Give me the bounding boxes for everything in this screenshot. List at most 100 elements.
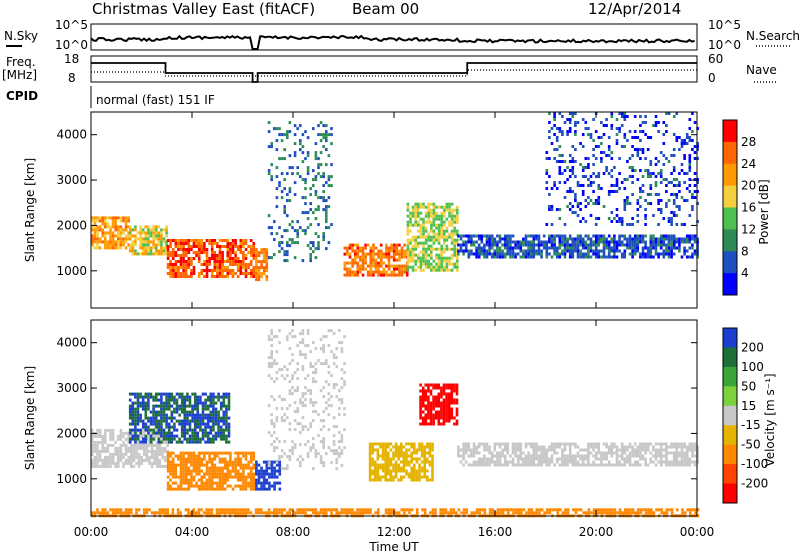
data-cell xyxy=(239,466,243,470)
data-cell xyxy=(187,245,191,248)
data-cell xyxy=(170,425,174,429)
data-cell xyxy=(210,242,214,245)
data-cell xyxy=(183,434,187,438)
data-cell xyxy=(605,451,608,455)
data-cell xyxy=(96,228,99,232)
data-cell xyxy=(122,511,125,515)
data-cell xyxy=(169,484,172,488)
data-cell xyxy=(301,428,305,432)
data-cell xyxy=(197,484,201,488)
data-cell xyxy=(288,238,292,242)
data-cell xyxy=(212,440,215,444)
data-cell xyxy=(206,407,210,411)
data-cell xyxy=(429,413,433,417)
nsearch-label: N.Search xyxy=(746,29,800,43)
data-cell xyxy=(225,437,228,441)
data-cell xyxy=(387,442,390,446)
data-cell xyxy=(409,223,412,227)
data-cell xyxy=(376,454,380,458)
data-cell xyxy=(291,377,294,381)
data-cell xyxy=(594,252,598,256)
data-cell xyxy=(527,454,530,458)
data-cell xyxy=(188,404,192,408)
data-cell xyxy=(428,448,432,452)
data-cell xyxy=(447,395,451,399)
data-cell xyxy=(405,454,408,458)
data-cell xyxy=(381,454,385,458)
data-cell xyxy=(322,124,325,128)
data-cell xyxy=(498,457,502,461)
data-cell xyxy=(470,249,473,253)
data-cell xyxy=(205,266,209,269)
data-cell xyxy=(178,392,181,396)
data-cell xyxy=(180,392,184,396)
data-cell xyxy=(288,380,292,384)
data-cell xyxy=(356,243,360,247)
data-cell xyxy=(205,481,209,485)
data-cell xyxy=(197,257,201,260)
data-cell xyxy=(93,461,97,465)
data-cell xyxy=(208,269,211,272)
data-cell xyxy=(397,457,400,461)
data-cell xyxy=(236,257,240,260)
data-cell xyxy=(200,272,204,275)
data-cell xyxy=(450,392,454,396)
data-cell xyxy=(188,428,192,432)
data-cell xyxy=(195,469,198,473)
data-cell xyxy=(440,265,443,269)
data-cell xyxy=(464,445,468,449)
data-cell xyxy=(623,145,627,148)
data-cell xyxy=(548,460,551,464)
data-cell xyxy=(152,395,155,399)
data-cell xyxy=(613,217,616,220)
data-cell xyxy=(618,157,621,160)
data-cell xyxy=(623,178,627,181)
data-cell xyxy=(615,178,619,181)
data-cell xyxy=(445,401,448,405)
data-cell xyxy=(498,234,502,238)
data-cell xyxy=(672,442,676,446)
data-cell xyxy=(212,407,215,411)
data-cell xyxy=(206,431,210,435)
data-cell xyxy=(226,472,230,476)
data-cell xyxy=(477,457,481,461)
data-cell xyxy=(98,237,102,241)
data-cell xyxy=(293,419,297,423)
data-cell xyxy=(346,249,349,253)
data-cell xyxy=(402,469,406,473)
data-cell xyxy=(166,239,170,242)
data-cell xyxy=(190,269,193,272)
data-cell xyxy=(262,469,266,473)
data-cell xyxy=(174,454,178,458)
data-cell xyxy=(330,461,333,465)
data-cell xyxy=(620,217,624,220)
data-cell xyxy=(157,419,161,423)
data-cell xyxy=(186,398,189,402)
data-cell xyxy=(226,254,230,257)
data-cell xyxy=(322,232,325,236)
data-cell xyxy=(332,434,336,438)
data-cell xyxy=(201,392,205,396)
data-cell xyxy=(356,249,360,253)
data-cell xyxy=(693,151,697,154)
data-cell xyxy=(171,254,175,257)
data-cell xyxy=(550,127,554,130)
data-cell xyxy=(409,250,412,254)
data-cell xyxy=(131,416,135,420)
data-cell xyxy=(166,487,170,491)
data-cell xyxy=(268,466,271,470)
data-cell xyxy=(657,237,660,241)
data-cell xyxy=(249,272,253,275)
data-cell xyxy=(493,442,497,446)
data-cell xyxy=(639,463,642,467)
data-cell xyxy=(368,454,372,458)
data-cell xyxy=(148,434,151,438)
data-cell xyxy=(420,466,424,470)
data-cell xyxy=(414,247,417,251)
data-cell xyxy=(242,257,245,260)
data-cell xyxy=(296,377,299,381)
data-cell xyxy=(217,395,220,399)
data-cell xyxy=(605,454,608,458)
data-cell xyxy=(610,169,614,172)
data-cell xyxy=(623,237,627,241)
